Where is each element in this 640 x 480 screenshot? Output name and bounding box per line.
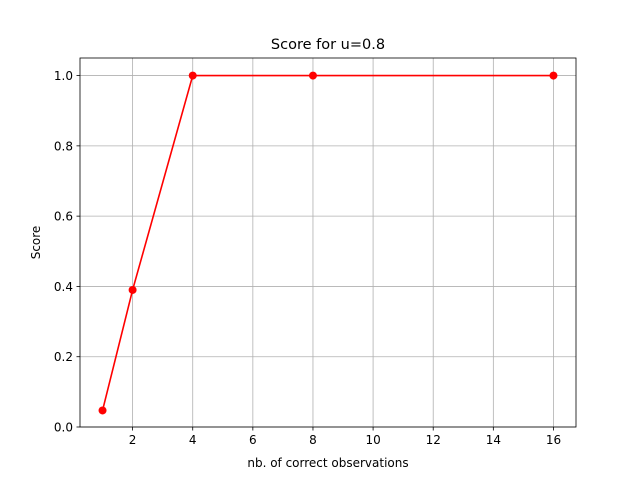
x-tick-label: 12 bbox=[426, 433, 441, 447]
x-tick-label: 6 bbox=[249, 433, 257, 447]
x-tick-label: 14 bbox=[486, 433, 501, 447]
x-axis-title: nb. of correct observations bbox=[247, 456, 408, 470]
data-point bbox=[98, 406, 107, 415]
y-tick-label: 1.0 bbox=[54, 69, 73, 83]
data-series bbox=[98, 71, 558, 415]
y-tick-label: 0.6 bbox=[54, 210, 73, 224]
data-point bbox=[308, 71, 317, 80]
x-tick-label: 8 bbox=[309, 433, 317, 447]
y-tick-label: 0.4 bbox=[54, 280, 73, 294]
x-tick-label: 4 bbox=[189, 433, 197, 447]
x-tick-label: 10 bbox=[365, 433, 380, 447]
y-axis-ticks: 0.0 0.2 0.4 0.6 0.8 1.0 bbox=[54, 69, 80, 435]
y-axis-title: Score bbox=[29, 226, 43, 260]
chart-title: Score for u=0.8 bbox=[271, 37, 385, 53]
x-tick-label: 2 bbox=[129, 433, 137, 447]
plot-frame bbox=[79, 57, 577, 428]
x-axis-ticks: 2 4 6 8 10 12 14 16 bbox=[129, 427, 561, 447]
data-point bbox=[549, 71, 558, 80]
data-point bbox=[128, 285, 137, 294]
data-point bbox=[188, 71, 197, 80]
y-tick-label: 0.0 bbox=[54, 421, 73, 435]
y-tick-label: 0.8 bbox=[54, 139, 73, 153]
y-tick-label: 0.2 bbox=[54, 350, 73, 364]
x-tick-label: 16 bbox=[546, 433, 561, 447]
